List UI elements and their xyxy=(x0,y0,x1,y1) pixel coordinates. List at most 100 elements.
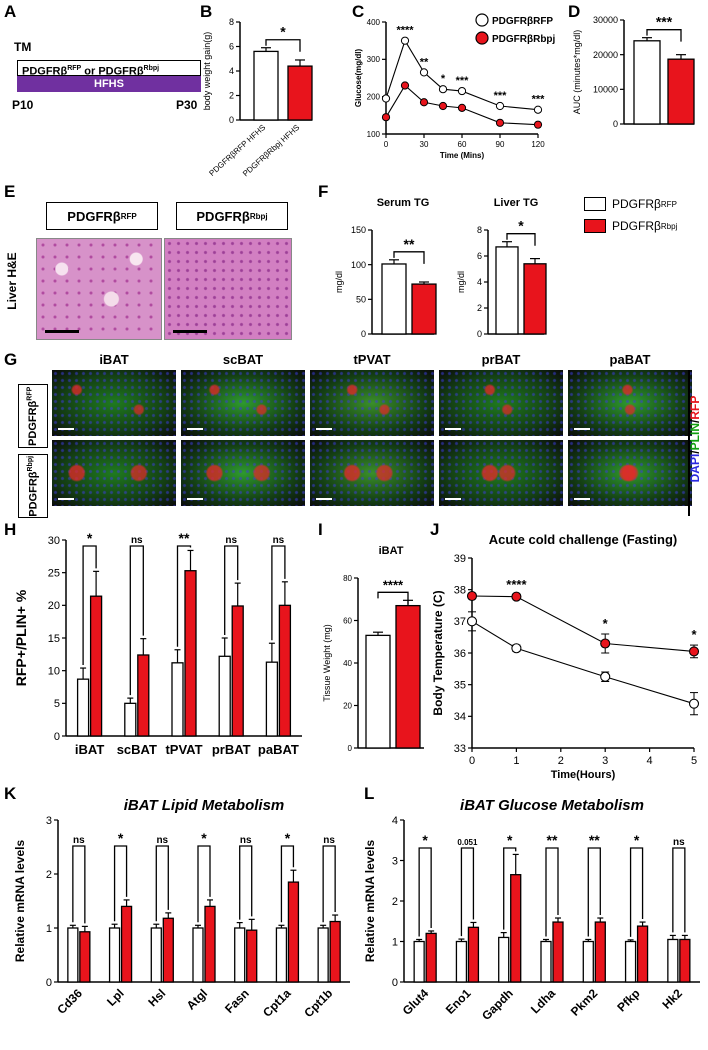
legend-rbpj: PDGFRβ Rbpj xyxy=(584,218,677,234)
bar-rfp xyxy=(67,927,79,983)
significance-label: ns xyxy=(73,835,85,846)
y-tick-label: 8 xyxy=(229,17,234,27)
y-tick-label: 4 xyxy=(477,277,482,287)
chart-title: iBAT xyxy=(379,545,404,557)
bar-rbpj xyxy=(594,921,606,983)
x-tick-label: prBAT xyxy=(212,742,251,757)
significance-bracket xyxy=(587,847,601,937)
if-image-pabat-rfp xyxy=(568,370,692,436)
chart-title: Acute cold challenge (Fasting) xyxy=(489,532,678,547)
x-tick-label: Pkm2 xyxy=(568,986,601,1019)
timeline-end: P30 xyxy=(176,98,198,112)
genotype-bar-or: or PDGFRβ xyxy=(81,65,144,78)
bar-rbpj xyxy=(329,920,341,983)
point-rbpj xyxy=(400,81,410,90)
y-tick-label: 34 xyxy=(454,711,466,723)
significance-label: *** xyxy=(656,14,673,30)
panel-e-histology: Liver H&E PDGFRβ RFP PDGFRβ Rbpj xyxy=(0,196,310,346)
y-tick-label: 40 xyxy=(343,659,352,668)
significance-label: **** xyxy=(506,577,527,592)
significance-label: * xyxy=(603,616,609,631)
y-tick-label: 4 xyxy=(229,66,234,76)
x-axis-label: Time(Hours) xyxy=(551,769,616,781)
significance-bracket xyxy=(503,847,517,930)
histology-label-rfp-sup: RFP xyxy=(120,211,137,221)
panel-label-e: E xyxy=(4,182,16,201)
significance-label: *** xyxy=(494,90,508,102)
bar-rbpj xyxy=(89,595,103,737)
point-rbpj xyxy=(600,638,611,649)
significance-label: * xyxy=(201,830,207,846)
if-column-header-pabat: paBAT xyxy=(609,352,651,367)
y-tick-label: 8 xyxy=(477,225,482,235)
y-axis-label: RFP+/PLIN+ % xyxy=(13,589,29,686)
y-axis-label: AUC (minutes*mg/dl) xyxy=(572,30,582,115)
if-scalebar xyxy=(445,428,461,430)
significance-label: **** xyxy=(383,577,404,592)
significance-label: * xyxy=(280,24,286,40)
significance-bracket xyxy=(545,847,559,937)
point-rbpj xyxy=(511,591,522,602)
line-rbpj xyxy=(471,595,695,652)
line-rfp xyxy=(471,620,695,705)
y-tick-label: 6 xyxy=(477,251,482,261)
point-rfp xyxy=(381,94,391,103)
if-image-ibat-rfp xyxy=(52,370,176,436)
y-tick-label: 37 xyxy=(454,616,466,628)
if-scalebar xyxy=(58,498,74,500)
bar-rfp xyxy=(667,938,679,983)
y-tick-label: 3 xyxy=(392,855,398,867)
bar-rbpj xyxy=(79,931,91,983)
panel-label-d: D xyxy=(568,2,581,21)
x-tick-label: Ldha xyxy=(528,986,558,1016)
significance-bracket xyxy=(265,39,301,52)
bar-rbpj xyxy=(246,929,258,983)
bar-rfp xyxy=(365,634,391,749)
x-tick-label: 1 xyxy=(513,755,519,767)
x-tick-label: Hk2 xyxy=(660,986,686,1012)
significance-label: ** xyxy=(547,832,558,848)
x-tick-label: Lpl xyxy=(104,986,127,1009)
y-tick-label: 0 xyxy=(392,977,398,989)
significance-bracket xyxy=(377,591,409,605)
x-tick-label: 60 xyxy=(458,140,467,149)
bar-rfp xyxy=(150,927,162,983)
y-tick-label: 0 xyxy=(229,115,234,125)
x-axis-label: Time (Mins) xyxy=(440,151,485,160)
legend-label-rfp: PDGFRβRFP xyxy=(492,16,553,27)
significance-bracket xyxy=(393,251,425,264)
point-rbpj xyxy=(495,118,505,127)
y-tick-label: 6 xyxy=(229,42,234,52)
bar-rfp xyxy=(413,940,425,983)
if-image-scbat-rfp xyxy=(181,370,305,436)
significance-label: * xyxy=(634,832,640,848)
x-tick-label: 3 xyxy=(602,755,608,767)
point-rbpj xyxy=(533,120,543,129)
x-tick-label: iBAT xyxy=(75,742,104,757)
chart-title: Liver TG xyxy=(494,197,539,209)
significance-bracket xyxy=(271,545,286,641)
significance-bracket xyxy=(197,845,211,923)
if-image-prbat-rbpj xyxy=(439,440,563,506)
if-column-header-tpvat: tPVAT xyxy=(353,352,391,367)
y-tick-label: 4 xyxy=(392,815,398,827)
bar-rbpj xyxy=(425,932,437,983)
x-tick-label: Cpt1b xyxy=(301,986,335,1020)
stain-rfp: RFP xyxy=(688,395,702,420)
significance-label: * xyxy=(285,830,291,846)
y-tick-label: 25 xyxy=(48,568,60,580)
x-tick-label: Cpt1a xyxy=(260,986,294,1020)
y-tick-label: 100 xyxy=(351,260,366,270)
bar-rbpj xyxy=(184,570,197,737)
chart-title: Serum TG xyxy=(377,197,430,209)
if-row-label-rbpj-sup: Rbpj xyxy=(26,455,34,472)
significance-bracket xyxy=(72,845,86,924)
stain-legend: DAPI/PLIN/RFP xyxy=(688,384,702,494)
x-tick-label: Eno1 xyxy=(443,986,474,1017)
panel-label-g: G xyxy=(4,350,18,369)
y-tick-label: 38 xyxy=(454,585,466,597)
y-axis-label: Relative mRNA levels xyxy=(13,840,27,963)
bar-rbpj xyxy=(523,263,547,335)
y-axis-label: Glucose(mg/dl) xyxy=(354,49,363,108)
bar-rfp xyxy=(633,40,661,125)
